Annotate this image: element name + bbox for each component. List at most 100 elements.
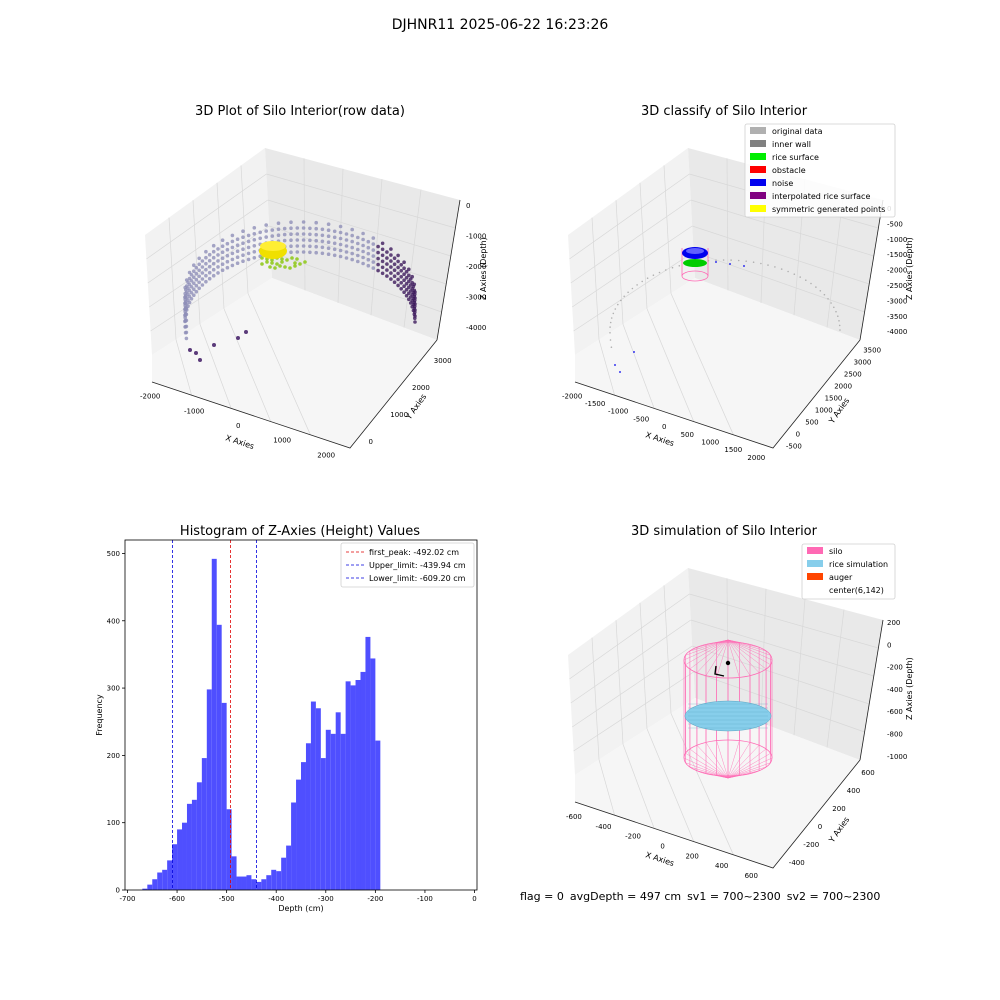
wall-point	[207, 276, 212, 281]
original-point	[700, 260, 702, 263]
surface-point	[268, 265, 272, 269]
silo-roof-line	[696, 639, 729, 648]
y-tick-label: 1000	[390, 411, 408, 419]
panel-4-xlabel: X Axies	[644, 850, 675, 868]
histogram-bar	[301, 762, 306, 890]
wall-point	[389, 271, 393, 275]
wall-point	[402, 266, 406, 271]
grid-line	[690, 199, 874, 257]
peak-cluster	[259, 243, 287, 259]
grid-line	[622, 744, 655, 829]
grid-line	[663, 165, 672, 294]
wall-point	[220, 250, 225, 254]
histogram-bar	[261, 879, 267, 890]
z-tick-label: -1000	[466, 233, 486, 241]
wall-point	[399, 287, 404, 291]
original-point	[810, 282, 812, 285]
grid-line	[150, 251, 271, 332]
y-tick-label: 3000	[854, 358, 872, 366]
y-tick-label: 0	[369, 438, 373, 446]
silo-roof-line	[689, 639, 729, 670]
wall-point	[183, 285, 187, 290]
wall-point	[376, 268, 380, 273]
x-tick-label: 2000	[747, 454, 765, 462]
wall-point	[276, 233, 281, 237]
wall-point	[332, 247, 337, 252]
original-point	[692, 261, 695, 264]
wall-point	[282, 250, 287, 255]
wall-point	[295, 238, 300, 242]
floor-pane	[152, 278, 437, 448]
wall-point	[184, 308, 189, 312]
legend-label: symmetric generated points	[772, 205, 885, 214]
grid-line	[622, 324, 655, 409]
grid-line	[216, 182, 225, 309]
original-point	[678, 265, 681, 267]
wall-point	[230, 257, 235, 262]
wall-point	[289, 226, 293, 230]
wall-point	[258, 254, 263, 259]
wall-point	[338, 230, 343, 235]
wall-point	[183, 301, 187, 306]
wall-point	[184, 290, 189, 294]
original-point	[839, 329, 841, 331]
legend-label: auger	[829, 573, 853, 582]
wall-point	[246, 251, 251, 256]
wall-point	[402, 284, 406, 289]
y-tick-label: 3000	[434, 357, 452, 365]
silo-floor-line	[696, 770, 729, 779]
wall-point	[270, 234, 275, 238]
z-tick-label: 200	[887, 619, 900, 627]
wall-point	[396, 265, 400, 270]
wall-point	[402, 272, 406, 277]
legend-swatch	[750, 127, 766, 134]
wall-point	[197, 256, 201, 261]
surface-point	[280, 260, 284, 264]
wall-point	[276, 239, 281, 243]
original-point	[838, 320, 840, 322]
panel-1-xlabel: X Axies	[224, 433, 255, 451]
wall-point	[338, 236, 343, 241]
wall-point	[192, 263, 196, 268]
y-tick-label: -500	[786, 442, 802, 450]
wall-point	[366, 239, 371, 244]
grid-line	[573, 251, 694, 332]
panel-1-title: 3D Plot of Silo Interior(row data)	[195, 104, 405, 119]
histogram-bar	[241, 876, 247, 890]
wall-point	[183, 291, 187, 296]
wall-point	[407, 291, 411, 296]
histogram-bar	[226, 809, 232, 890]
original-point	[827, 298, 829, 300]
wall-point	[187, 282, 192, 287]
wall-point	[183, 307, 187, 312]
wall-point	[320, 239, 325, 244]
wall-point	[332, 253, 337, 258]
x-tick-label: 0	[662, 423, 666, 431]
wall-point	[187, 294, 192, 299]
legend-swatch	[807, 573, 823, 580]
histogram-bar	[172, 844, 178, 890]
wall-point	[183, 312, 188, 317]
wall-point	[361, 255, 365, 260]
wall-point	[186, 286, 190, 291]
x-tick-label: -300	[318, 895, 334, 903]
grid-line	[760, 168, 767, 303]
wall-point	[314, 232, 319, 237]
histogram-bar	[201, 758, 207, 890]
wall-point	[183, 313, 187, 318]
wall-point	[276, 227, 281, 231]
wall-point	[204, 267, 208, 272]
original-point	[767, 264, 769, 266]
wall-point	[197, 262, 201, 267]
wall-point	[220, 262, 225, 267]
wall-point	[270, 240, 275, 244]
wall-point	[402, 260, 406, 265]
original-point	[823, 293, 826, 296]
wall-point	[183, 325, 187, 329]
wall-point	[188, 348, 192, 352]
wall-point	[184, 330, 189, 335]
grid-line	[223, 308, 272, 422]
wall-point	[258, 242, 263, 247]
silo-roof-line	[685, 639, 729, 656]
